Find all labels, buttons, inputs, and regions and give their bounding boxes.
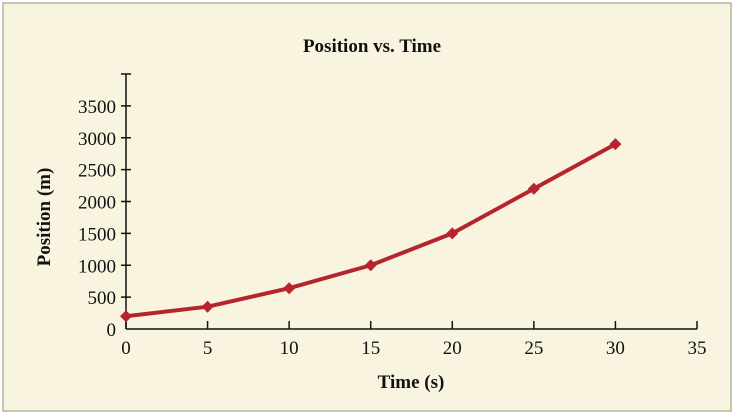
x-tick-label: 5 <box>203 338 213 359</box>
data-point-marker <box>446 227 459 240</box>
x-tick-label: 0 <box>121 338 131 359</box>
data-point-marker <box>527 182 540 195</box>
y-tick-label: 0 <box>107 320 117 341</box>
y-tick-label: 3500 <box>78 97 116 118</box>
y-tick-label: 3000 <box>78 129 116 150</box>
x-tick-label: 30 <box>606 338 625 359</box>
y-tick-label: 2500 <box>78 161 116 182</box>
y-tick-label: 2000 <box>78 193 116 214</box>
y-axis-label: Position (m) <box>34 168 55 267</box>
x-tick-label: 25 <box>524 338 543 359</box>
y-tick-label: 1000 <box>78 256 116 277</box>
data-point-marker <box>283 282 296 295</box>
data-point-marker <box>364 259 377 272</box>
x-tick-label: 20 <box>443 338 462 359</box>
x-axis-label: Time (s) <box>378 372 445 393</box>
y-tick-label: 1500 <box>78 224 116 245</box>
data-point-marker <box>201 300 214 313</box>
data-point-marker <box>120 310 132 323</box>
chart-title: Position vs. Time <box>303 36 441 57</box>
x-tick-label: 35 <box>688 338 707 359</box>
y-tick-label: 500 <box>88 288 117 309</box>
data-point-marker <box>609 138 622 151</box>
x-tick-label: 10 <box>280 338 299 359</box>
x-tick-label: 15 <box>361 338 380 359</box>
